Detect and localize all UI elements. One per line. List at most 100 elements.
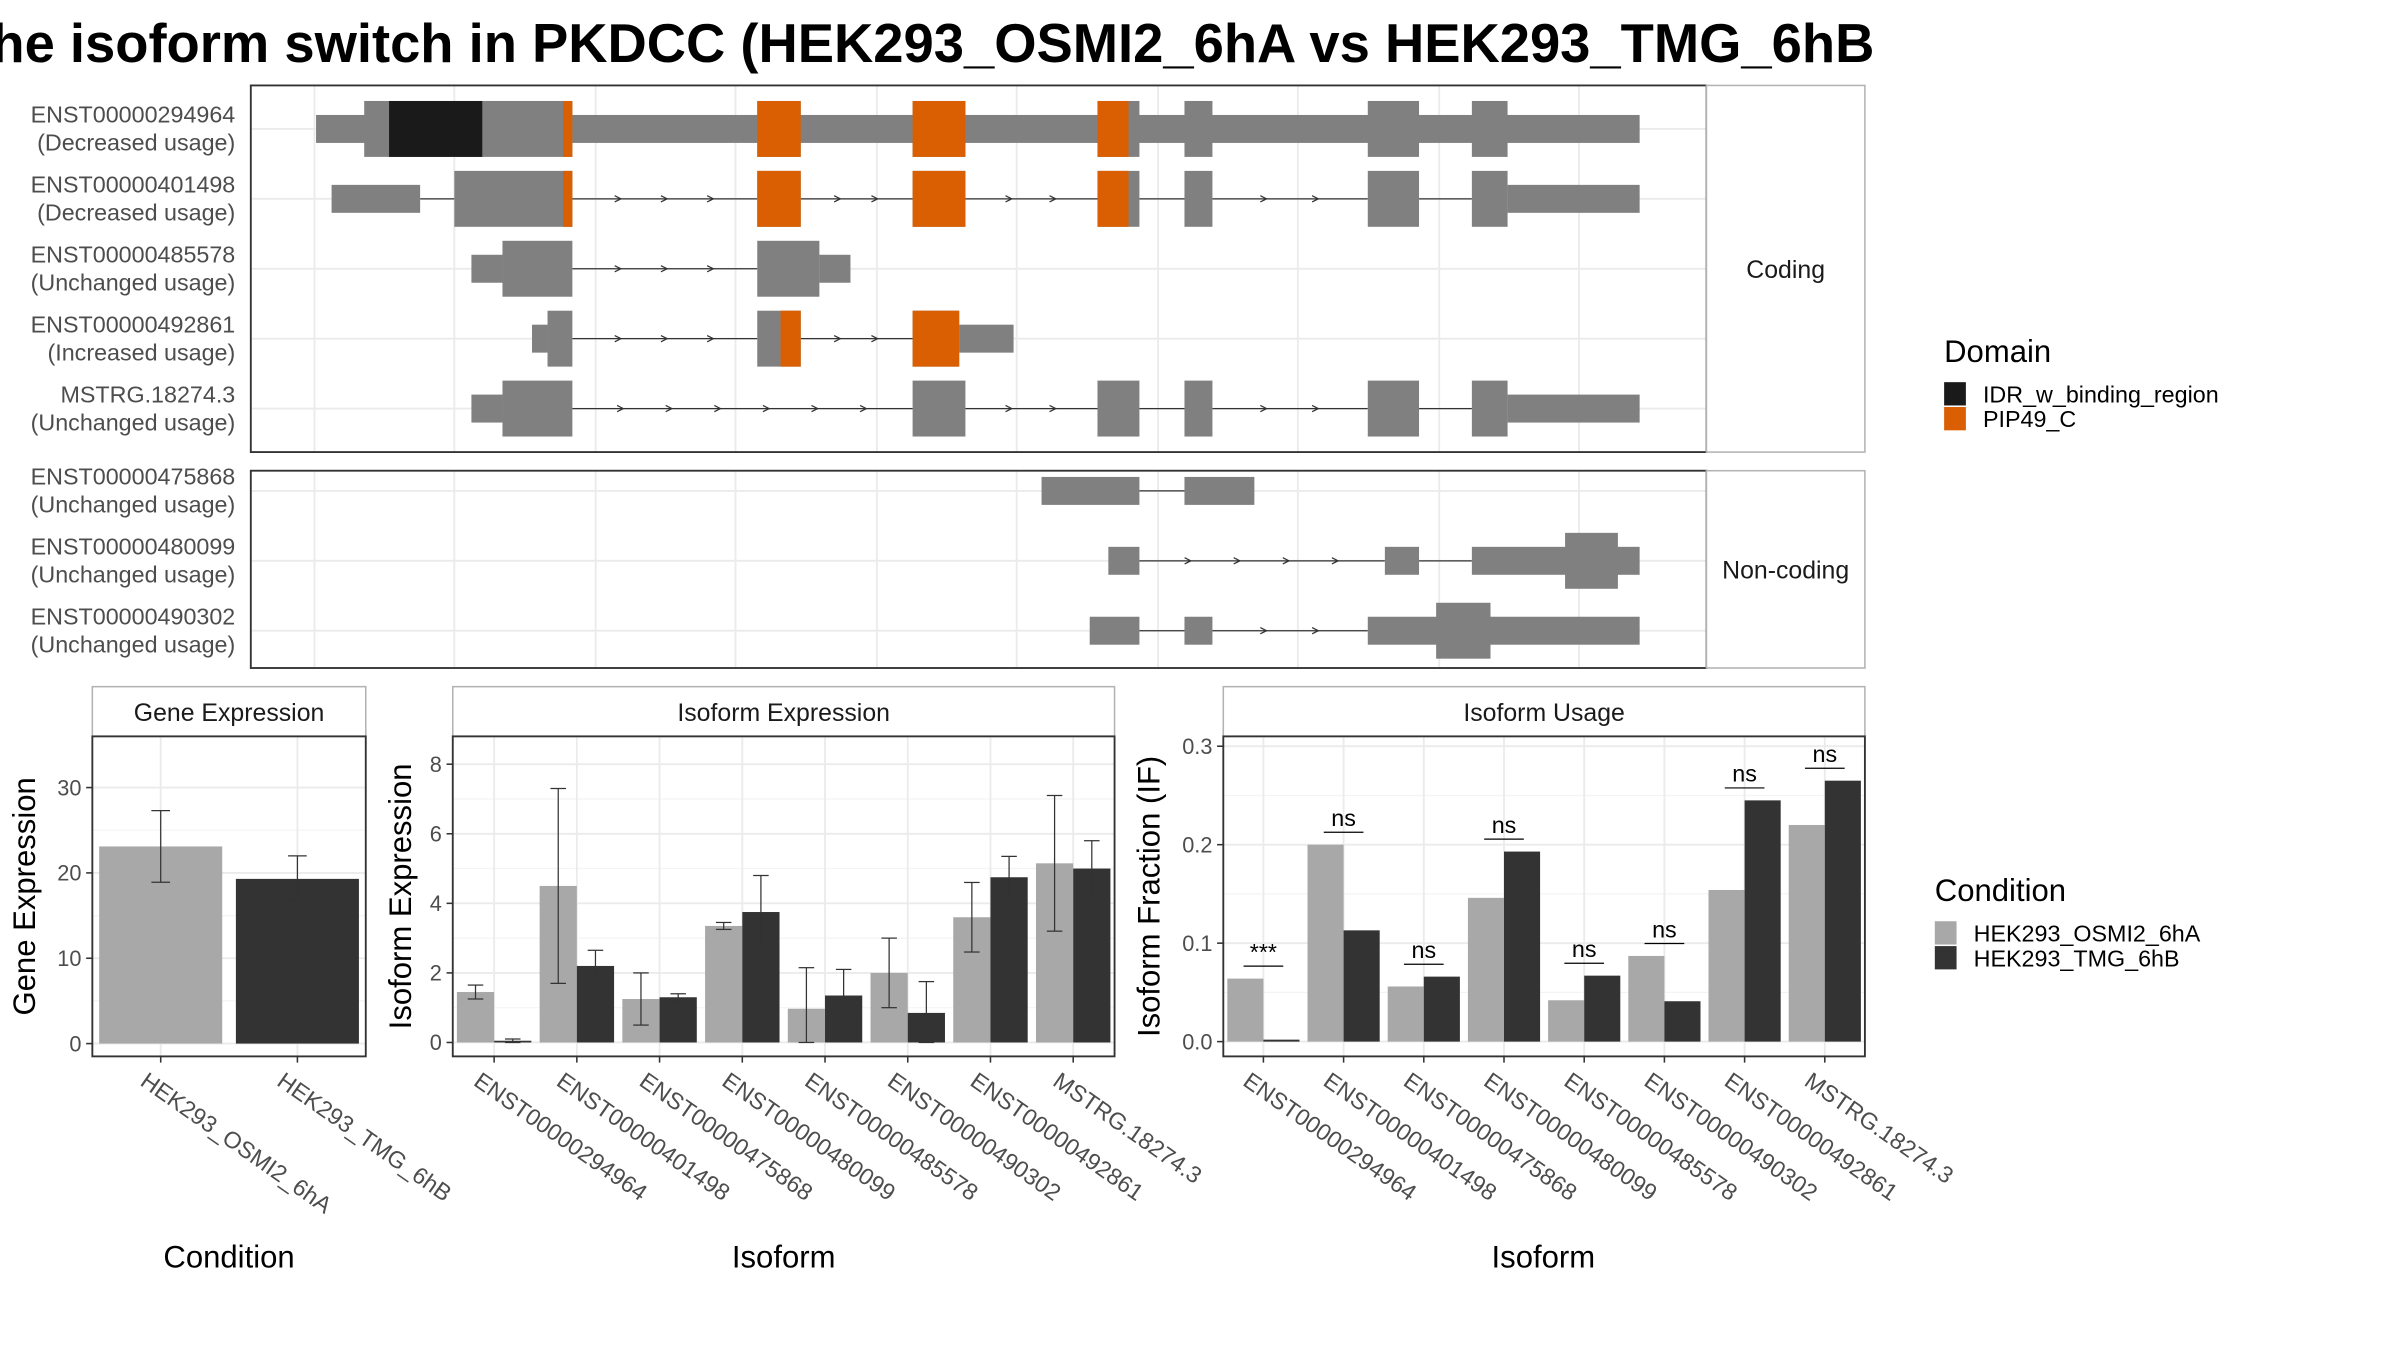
panel-strip — [451, 685, 1116, 738]
pip49-domain — [757, 100, 801, 157]
bar — [1263, 1039, 1300, 1042]
strand-arrow — [706, 265, 715, 273]
utr-exon — [1184, 616, 1213, 645]
bar — [1504, 851, 1541, 1042]
domain-legend-key — [1944, 382, 1966, 406]
bar — [1073, 868, 1111, 1043]
coding-exon — [912, 380, 966, 437]
strand-arrow — [614, 335, 623, 343]
isoform-usage-label: (Unchanged usage) — [31, 492, 236, 518]
noncoding-strip-label: Non-coding — [1722, 558, 1849, 585]
strand-arrow — [833, 335, 842, 343]
bar — [1788, 824, 1825, 1042]
coding-exon — [1184, 100, 1213, 157]
domain-legend-label: PIP49_C — [1983, 406, 2076, 432]
utr-exon — [471, 254, 503, 283]
y-axis-title: Isoform Fraction (IF) — [1132, 756, 1167, 1037]
condition-legend-label: HEK293_OSMI2_6hA — [1974, 920, 2201, 946]
bar — [456, 992, 495, 1043]
bar — [1744, 800, 1781, 1042]
strand-arrow — [706, 335, 715, 343]
coding-exon — [1471, 100, 1508, 157]
isoform-track-ENST00000480099 — [1108, 532, 1640, 589]
bar — [1343, 930, 1380, 1042]
utr-exon — [1108, 546, 1140, 575]
strand-arrow — [1260, 404, 1268, 413]
strand-arrow — [616, 404, 625, 413]
coding-exon — [1367, 170, 1420, 227]
strand-arrow — [1311, 404, 1320, 413]
bar — [659, 997, 697, 1043]
strand-arrow — [859, 404, 868, 413]
y-axis-title: Gene Expression — [7, 777, 42, 1015]
isoform-usage-label: (Unchanged usage) — [31, 409, 236, 435]
strand-arrow — [1049, 195, 1058, 203]
x-axis-title: Isoform — [1492, 1240, 1596, 1275]
pip49-domain — [780, 310, 801, 367]
y-tick-label: 0 — [430, 1030, 442, 1055]
panel-border — [451, 735, 1116, 1058]
coding-exon — [502, 380, 573, 437]
y-tick-label: 0.1 — [1182, 931, 1212, 956]
strand-arrow — [660, 335, 669, 343]
strand-arrow — [762, 404, 771, 413]
y-axis-title: Isoform Expression — [383, 763, 418, 1029]
pip49-domain — [757, 170, 801, 227]
noncoding-strip — [1705, 469, 1866, 669]
panel-title: Gene Expression — [134, 700, 325, 727]
coding-strip — [1705, 84, 1866, 453]
strand-arrow — [1049, 404, 1058, 413]
y-tick-label: 20 — [57, 861, 81, 886]
strand-arrow — [1233, 557, 1242, 565]
y-tick-label: 0.0 — [1182, 1029, 1212, 1054]
condition-legend-key — [1934, 921, 1957, 945]
significance-label: *** — [1250, 939, 1277, 965]
coding-exon — [502, 240, 573, 297]
isoform-id-label: ENST00000480099 — [31, 534, 236, 560]
pip49-domain — [563, 170, 573, 227]
coding-exon — [1367, 100, 1420, 157]
strand-arrow — [1184, 557, 1193, 565]
bar — [1307, 844, 1344, 1042]
y-tick-label: 0 — [69, 1031, 81, 1056]
utr-exon — [819, 254, 851, 283]
bar — [1664, 1001, 1701, 1042]
significance-label: ns — [1812, 741, 1837, 767]
coding-exon — [1184, 170, 1213, 227]
utr-exon — [1507, 394, 1640, 423]
bar — [1387, 986, 1424, 1042]
isoform-id-label: ENST00000490302 — [31, 604, 236, 630]
isoform-usage-label: (Decreased usage) — [37, 130, 235, 156]
bar-panel-3: Isoform Usage *** ns ns ns ns ns ns ns 0.0 0.1 0.2 0… — [1132, 685, 1958, 1275]
strand-arrow — [1005, 404, 1014, 413]
utr-exon — [1041, 476, 1140, 505]
bar — [1708, 889, 1745, 1042]
isoform-track-ENST00000492861 — [531, 310, 1014, 367]
bar-panel-1: Gene Expression0102030HEK293_OSMI2_6hAHE… — [7, 685, 456, 1275]
utr-exon — [1089, 616, 1140, 645]
pip49-domain — [1097, 170, 1129, 227]
figure-title: he isoform switch in PKDCC (HEK293_OSMI2… — [0, 13, 1874, 74]
strand-arrow — [714, 404, 722, 413]
utr-exon — [1367, 616, 1640, 645]
panel-border — [91, 735, 367, 1058]
y-tick-label: 10 — [57, 946, 81, 971]
pip49-domain — [912, 170, 966, 227]
isoform-id-label: ENST00000475868 — [31, 464, 236, 490]
strand-arrow — [1005, 195, 1014, 203]
significance-label: ns — [1572, 936, 1597, 962]
strand-arrow — [871, 195, 880, 203]
significance-label: ns — [1411, 937, 1436, 963]
domain-legend-key — [1944, 407, 1966, 431]
isoform-id-label: ENST00000485578 — [31, 242, 236, 268]
coding-exon — [1184, 380, 1213, 437]
isoform-usage-label: (Increased usage) — [47, 339, 235, 365]
condition-legend-label: HEK293_TMG_6hB — [1974, 945, 2180, 971]
condition-legend-title: Condition — [1935, 873, 2066, 908]
strand-arrow — [660, 265, 669, 273]
isoform-usage-label: (Decreased usage) — [37, 200, 235, 226]
utr-exon — [1384, 546, 1420, 575]
domain-legend-title: Domain — [1944, 334, 2051, 369]
coding-exon — [547, 310, 573, 367]
